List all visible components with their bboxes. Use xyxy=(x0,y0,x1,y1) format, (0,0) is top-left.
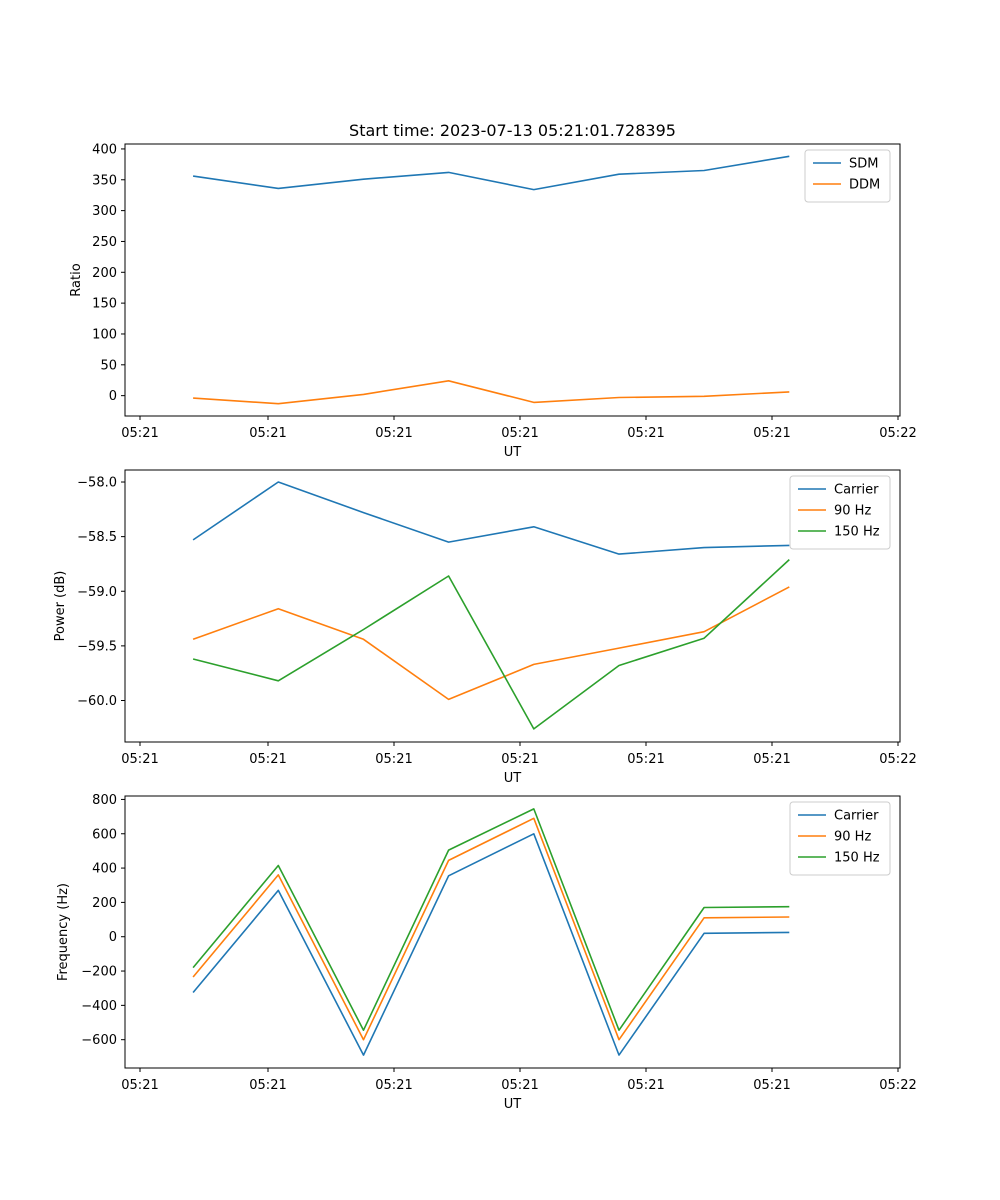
legend-entry: 90 Hz xyxy=(834,830,871,845)
plot-frame xyxy=(124,143,901,417)
x-tick-label: 05:21 xyxy=(121,1078,158,1093)
x-tick-label: 05:22 xyxy=(879,752,916,767)
x-tick-label: 05:21 xyxy=(501,426,538,441)
y-tick-label: −59.5 xyxy=(77,639,117,654)
legend: Carrier 90 Hz 150 Hz xyxy=(789,801,891,876)
x-tick-label: 05:21 xyxy=(627,752,664,767)
x-tick-label: 05:21 xyxy=(121,426,158,441)
y-tick-label: 0 xyxy=(109,389,117,404)
plot-frame xyxy=(124,469,901,743)
x-tick-label: 05:21 xyxy=(249,1078,286,1093)
legend-entry: 150 Hz xyxy=(834,525,880,540)
y-axis-label: Power (dB) xyxy=(53,571,68,642)
y-tick-label: 150 xyxy=(92,297,117,312)
series-line-carrier xyxy=(192,832,790,1056)
x-tick-label: 05:21 xyxy=(249,752,286,767)
y-tick-label: 0 xyxy=(109,930,117,945)
y-tick-label: −600 xyxy=(81,1033,117,1048)
legend: Carrier 90 Hz 150 Hz xyxy=(789,475,891,550)
series-line-sdm xyxy=(192,155,790,191)
legend-entry: Carrier xyxy=(834,809,879,824)
y-tick-label: −58.5 xyxy=(77,530,117,545)
y-tick-label: −58.0 xyxy=(77,476,117,491)
x-tick-label: 05:21 xyxy=(627,1078,664,1093)
legend-entry: 90 Hz xyxy=(834,504,871,519)
y-tick-label: 800 xyxy=(92,793,117,808)
legend-entry: 150 Hz xyxy=(834,851,880,866)
y-tick-label: 400 xyxy=(92,862,117,877)
x-axis-label: UT xyxy=(504,1097,522,1112)
y-tick-label: −200 xyxy=(81,965,117,980)
y-tick-label: −400 xyxy=(81,999,117,1014)
chart-3: 05:21 05:21 05:21 05:21 05:21 05:21 05:22 −600 −… xyxy=(56,793,917,1112)
x-tick-label: 05:22 xyxy=(879,1078,916,1093)
x-tick-label: 05:21 xyxy=(249,426,286,441)
x-tick-label: 05:21 xyxy=(375,1078,412,1093)
x-tick-label: 05:21 xyxy=(753,1078,790,1093)
legend-entry: DDM xyxy=(849,178,880,193)
legend: SDM DDM xyxy=(804,149,891,203)
y-tick-label: 400 xyxy=(92,142,117,157)
series-line-150-hz xyxy=(192,808,790,1031)
chart-2: 05:21 05:21 05:21 05:21 05:21 05:21 05:22 −60.0… xyxy=(53,469,917,786)
y-tick-label: 600 xyxy=(92,827,117,842)
y-axis-label: Ratio xyxy=(69,263,84,296)
y-tick-label: −59.0 xyxy=(77,585,117,600)
y-axis-label: Frequency (Hz) xyxy=(56,883,71,981)
x-tick-label: 05:21 xyxy=(627,426,664,441)
plot-frame xyxy=(124,795,901,1069)
y-tick-label: 200 xyxy=(92,896,117,911)
figure-title: Start time: 2023-07-13 05:21:01.728395 xyxy=(349,121,676,140)
x-axis-label: UT xyxy=(504,771,522,786)
x-tick-label: 05:21 xyxy=(753,426,790,441)
y-tick-label: 100 xyxy=(92,327,117,342)
series-line-90-hz xyxy=(192,817,790,1041)
x-tick-label: 05:21 xyxy=(753,752,790,767)
chart-1: 05:21 05:21 05:21 05:21 05:21 05:21 05:22 0 50 10… xyxy=(69,142,917,460)
series-line-carrier xyxy=(192,481,790,555)
x-tick-label: 05:21 xyxy=(375,426,412,441)
y-tick-label: 200 xyxy=(92,266,117,281)
series-line-90-hz xyxy=(192,586,790,701)
x-tick-label: 05:21 xyxy=(375,752,412,767)
y-tick-label: 50 xyxy=(100,358,117,373)
y-tick-label: −60.0 xyxy=(77,694,117,709)
x-tick-label: 05:22 xyxy=(879,426,916,441)
y-tick-label: 300 xyxy=(92,204,117,219)
x-axis-label: UT xyxy=(504,445,522,460)
x-tick-label: 05:21 xyxy=(501,1078,538,1093)
x-tick-label: 05:21 xyxy=(501,752,538,767)
y-tick-label: 350 xyxy=(92,173,117,188)
legend-entry: SDM xyxy=(849,157,878,172)
series-line-150-hz xyxy=(192,559,790,730)
series-line-ddm xyxy=(193,379,790,405)
x-tick-label: 05:21 xyxy=(121,752,158,767)
legend-entry: Carrier xyxy=(834,483,879,498)
y-tick-label: 250 xyxy=(92,235,117,250)
